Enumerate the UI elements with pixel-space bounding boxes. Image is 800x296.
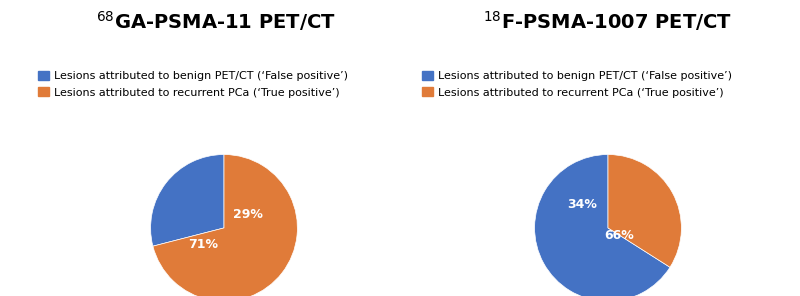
- Text: 34%: 34%: [567, 198, 598, 211]
- Wedge shape: [153, 155, 298, 296]
- Wedge shape: [534, 155, 670, 296]
- Wedge shape: [150, 155, 224, 246]
- Text: 71%: 71%: [189, 238, 218, 251]
- Wedge shape: [608, 155, 682, 267]
- Text: 29%: 29%: [233, 208, 262, 221]
- Text: $^{18}$F-PSMA-1007 PET/CT: $^{18}$F-PSMA-1007 PET/CT: [483, 9, 733, 33]
- Text: $^{68}$GA-PSMA-11 PET/CT: $^{68}$GA-PSMA-11 PET/CT: [96, 9, 336, 33]
- Legend: Lesions attributed to benign PET/CT (‘False positive’), Lesions attributed to re: Lesions attributed to benign PET/CT (‘Fa…: [38, 71, 348, 98]
- Text: 66%: 66%: [604, 229, 634, 242]
- Legend: Lesions attributed to benign PET/CT (‘False positive’), Lesions attributed to re: Lesions attributed to benign PET/CT (‘Fa…: [422, 71, 732, 98]
